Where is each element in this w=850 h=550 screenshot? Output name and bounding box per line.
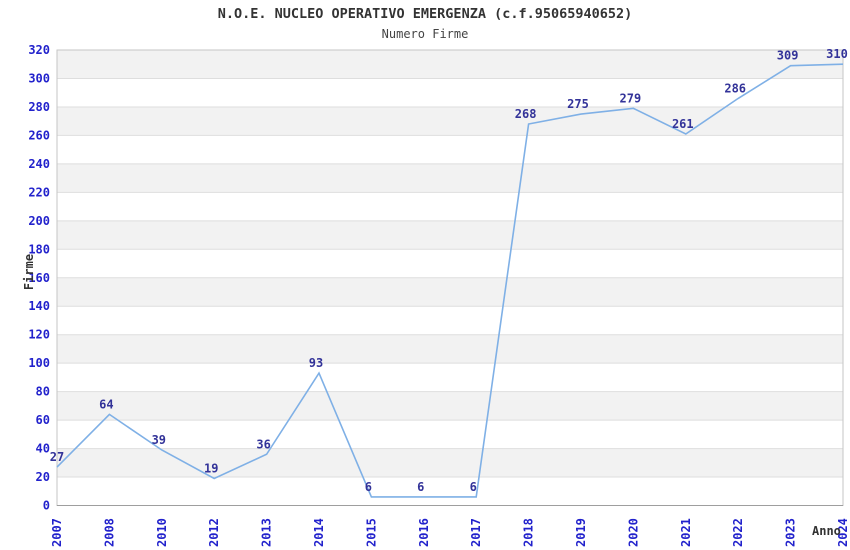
- x-tick-label: 2014: [312, 518, 326, 547]
- y-tick-label: 160: [28, 271, 50, 285]
- x-tick-label: 2018: [522, 518, 536, 547]
- x-tick-label: 2021: [679, 518, 693, 547]
- y-tick-label: 260: [28, 128, 50, 142]
- data-line: [56, 63, 844, 498]
- y-tick-label: 180: [28, 242, 50, 256]
- plot-band: [57, 391, 843, 421]
- data-label: 27: [50, 450, 64, 464]
- y-tick-label: 320: [28, 43, 50, 57]
- data-label: 261: [672, 117, 694, 131]
- x-tick-label: 2017: [469, 518, 483, 547]
- plot-band: [57, 334, 843, 364]
- plot-band: [57, 106, 843, 136]
- y-tick-label: 300: [28, 71, 50, 85]
- data-label: 39: [152, 433, 166, 447]
- y-tick-label: 100: [28, 356, 50, 370]
- y-tick-label: 220: [28, 185, 50, 199]
- y-tick-label: 60: [36, 413, 50, 427]
- x-tick-label: 2012: [207, 518, 221, 547]
- x-tick-label: 2022: [731, 518, 745, 547]
- data-label: 286: [724, 81, 746, 95]
- data-label: 6: [365, 480, 372, 494]
- y-tick-label: 20: [36, 470, 50, 484]
- data-label: 6: [417, 480, 424, 494]
- x-tick-label: 2007: [50, 518, 64, 547]
- y-tick-label: 0: [43, 499, 50, 513]
- data-label: 36: [256, 437, 270, 451]
- plot-band: [57, 277, 843, 307]
- x-tick-label: 2016: [417, 518, 431, 547]
- data-label: 310: [826, 47, 848, 61]
- x-tick-label: 2020: [626, 518, 640, 547]
- data-label: 93: [309, 356, 323, 370]
- data-label: 279: [620, 91, 642, 105]
- plot-band: [57, 163, 843, 193]
- y-tick-label: 240: [28, 157, 50, 171]
- x-tick-label: 2010: [155, 518, 169, 547]
- x-axis-title: Anno: [812, 524, 841, 538]
- plot-band: [57, 448, 843, 478]
- plot-band: [57, 220, 843, 250]
- y-axis-title: Firme: [22, 253, 36, 291]
- y-tick-label: 200: [28, 214, 50, 228]
- y-tick-label: 80: [36, 385, 50, 399]
- x-tick-label: 2019: [574, 518, 588, 547]
- y-tick-label: 120: [28, 328, 50, 342]
- data-label: 19: [204, 461, 218, 475]
- data-label: 275: [567, 97, 589, 111]
- x-tick-label: 2023: [784, 518, 798, 547]
- data-label: 64: [99, 397, 113, 411]
- y-tick-label: 40: [36, 442, 50, 456]
- x-tick-label: 2024: [836, 518, 850, 547]
- data-label: 309: [777, 49, 799, 63]
- x-tick-label: 2008: [102, 518, 116, 547]
- y-tick-label: 280: [28, 100, 50, 114]
- x-tick-label: 2013: [260, 518, 274, 547]
- plot-band: [57, 50, 843, 79]
- data-label: 6: [470, 480, 477, 494]
- data-label: 268: [515, 107, 537, 121]
- x-tick-label: 2015: [364, 518, 378, 547]
- chart-subtitle: Numero Firme: [381, 27, 469, 41]
- chart-title: N.O.E. NUCLEO OPERATIVO EMERGENZA (c.f.9…: [217, 6, 633, 22]
- y-tick-label: 140: [28, 299, 50, 313]
